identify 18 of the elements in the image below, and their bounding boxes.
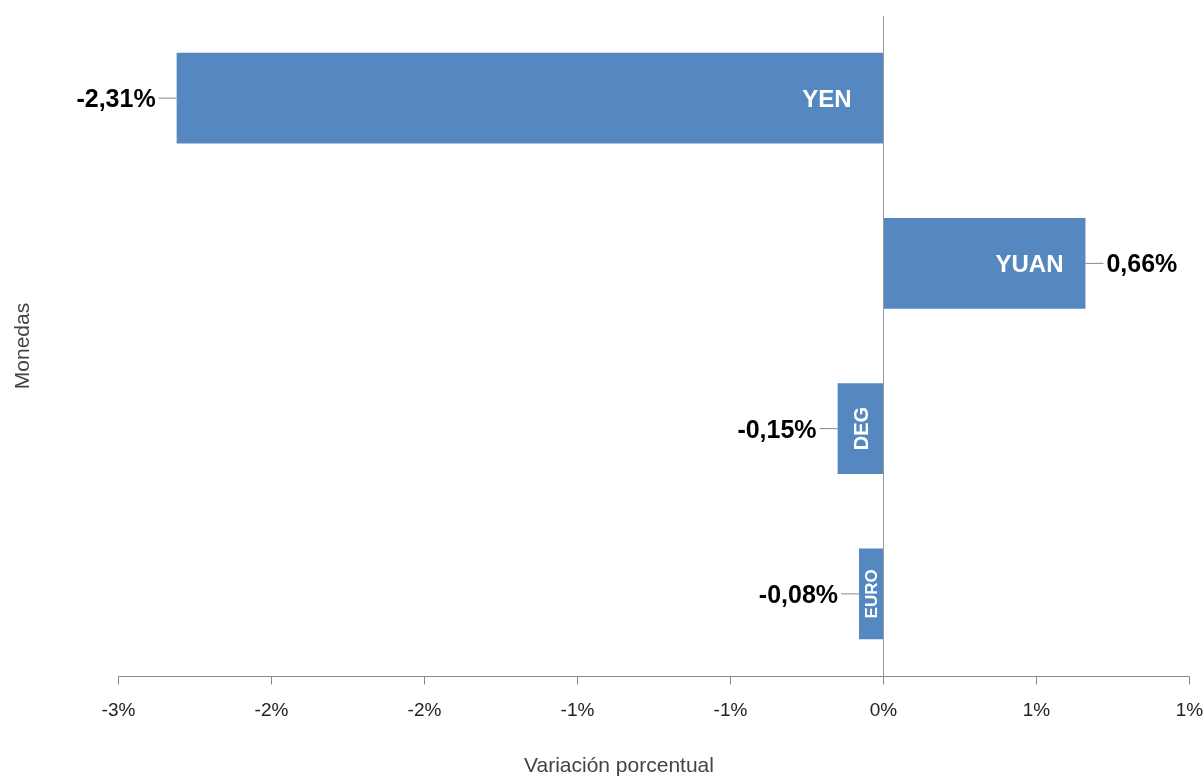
data-label: -2,31%: [76, 84, 156, 113]
y-tick-label: DEG: [849, 406, 872, 451]
x-tick-label: -2%: [254, 698, 289, 720]
x-tick-label: 0%: [869, 698, 898, 720]
data-label: 0,66%: [1106, 249, 1178, 278]
data-label: -0,08%: [758, 579, 839, 608]
x-tick-label: 1%: [1022, 698, 1051, 720]
x-tick-label: -3%: [101, 698, 136, 720]
y-tick-label: EURO: [861, 569, 881, 619]
x-tick-label: 1%: [1175, 698, 1204, 720]
x-tick-label: -1%: [560, 698, 595, 720]
y-axis-title: Monedas: [9, 302, 33, 390]
y-tick-label: YEN: [802, 84, 852, 112]
x-axis-title: Variación porcentual: [524, 752, 714, 776]
y-tick-label: YUAN: [995, 249, 1064, 277]
x-tick-label: -2%: [407, 698, 442, 720]
x-tick-label: -1%: [713, 698, 748, 720]
data-label: -0,15%: [737, 414, 817, 443]
